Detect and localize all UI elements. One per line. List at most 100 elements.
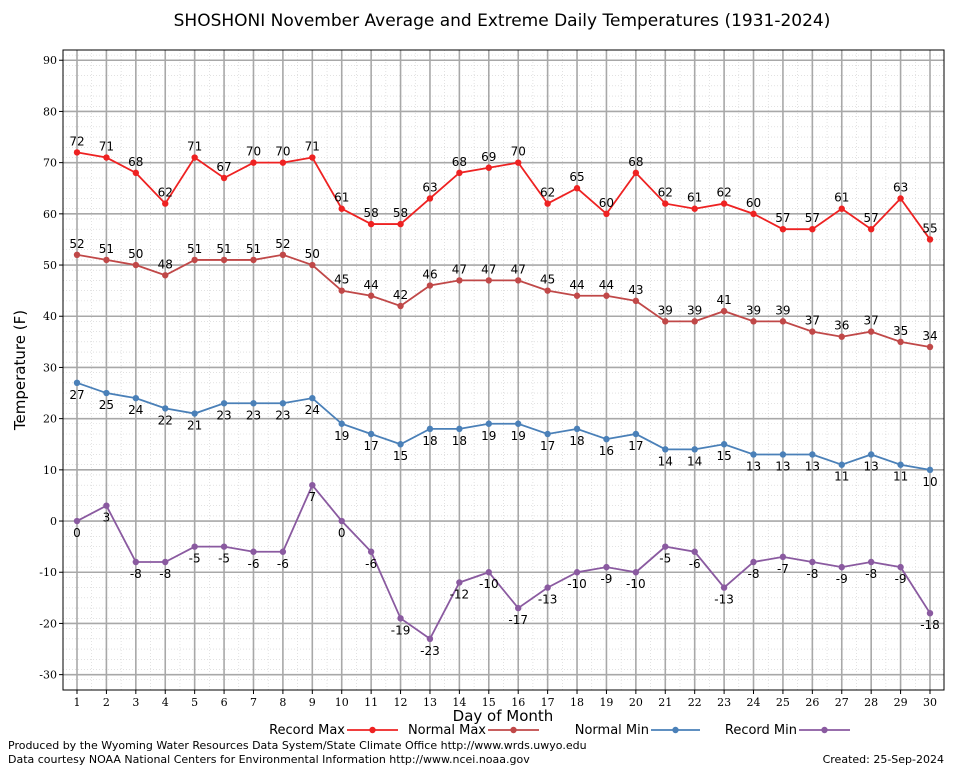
y-tick-label: 80 [43, 105, 57, 118]
record-min-data-label: -7 [777, 562, 789, 576]
x-tick-label: 2 [103, 696, 110, 709]
x-tick-label: 1 [74, 696, 81, 709]
record-max-point [867, 226, 875, 233]
normal-max-point [309, 261, 316, 269]
normal-min-point [397, 441, 404, 448]
normal-max-data-label: 44 [363, 278, 378, 292]
normal-min-point [367, 430, 375, 438]
record-max-data-label: 67 [216, 160, 231, 174]
x-axis-label: Day of Month [453, 707, 554, 725]
major-gridlines [63, 50, 944, 690]
x-tick-label: 17 [541, 696, 555, 709]
normal-max-data-label: 39 [687, 303, 702, 317]
record-min-data-label: 3 [103, 511, 111, 525]
normal-max-data-label: 50 [305, 247, 320, 261]
normal-max-data-label: 52 [275, 237, 290, 251]
record-min-data-label: 0 [338, 526, 346, 540]
x-tick-label: 28 [864, 696, 878, 709]
x-tick-label: 14 [452, 696, 466, 709]
normal-max-data-label: 42 [393, 288, 408, 302]
record-max-line [76, 151, 931, 240]
record-max-data-label: 57 [775, 211, 790, 225]
normal-max-data-label: 39 [775, 303, 790, 317]
record-max-point [456, 169, 463, 177]
record-max-point [250, 159, 257, 166]
record-max-data-label: 61 [334, 191, 349, 205]
record-max-data-label: 62 [540, 186, 555, 200]
normal-min-point [779, 451, 787, 458]
series-normal-max: 52 51 50 48 51 51 51 52 50 45 44 42 46 47 47 47 45 44 44 43… [69, 237, 938, 351]
record-max-point [838, 205, 845, 212]
normal-min-point [838, 461, 845, 468]
x-tick-label: 24 [747, 696, 761, 709]
legend-label: Normal Min [575, 723, 649, 738]
record-min-point [162, 558, 169, 566]
record-max-data-label: 65 [569, 170, 584, 184]
normal-min-data-label: 14 [658, 454, 673, 468]
normal-max-point [897, 338, 904, 346]
record-max-point [926, 236, 934, 243]
normal-min-point [926, 466, 934, 474]
normal-min-data-label: 18 [569, 434, 584, 448]
normal-max-data-label: 46 [422, 268, 437, 282]
record-min-point [309, 482, 316, 489]
normal-min-point [456, 425, 463, 433]
normal-min-data-label: 17 [540, 439, 555, 453]
x-tick-label: 10 [335, 696, 349, 709]
y-tick-label: 90 [43, 54, 57, 67]
x-tick-label: 30 [923, 696, 937, 709]
record-min-point [867, 558, 875, 566]
x-tick-label: 12 [394, 696, 408, 709]
record-min-point [632, 569, 640, 576]
record-max-data-label: 58 [363, 206, 378, 220]
y-tick-label: 10 [43, 464, 57, 477]
normal-min-data-label: 13 [775, 459, 790, 473]
record-max-point [662, 200, 669, 207]
normal-max-data-label: 41 [716, 293, 731, 307]
record-max-data-label: 57 [864, 211, 879, 225]
normal-max-data-label: 52 [69, 237, 84, 251]
legend: Record Max Normal Max Normal Min Record Min [269, 723, 850, 738]
record-max-data-label: 60 [746, 196, 761, 210]
normal-min-point [632, 430, 640, 438]
normal-min-data-label: 13 [864, 459, 879, 473]
normal-min-data-label: 27 [69, 388, 84, 402]
x-tick-label: 13 [423, 696, 437, 709]
normal-max-data-label: 39 [658, 303, 673, 317]
record-min-data-label: -8 [865, 567, 877, 581]
normal-min-point [132, 394, 140, 402]
record-min-point [456, 579, 463, 586]
y-tick-label: -10 [39, 566, 57, 579]
record-min-point [132, 558, 140, 566]
y-tick-label: 60 [43, 208, 57, 221]
record-max-data-label: 55 [922, 221, 937, 235]
record-max-point [485, 164, 492, 171]
record-min-point [426, 635, 434, 642]
normal-min-point [515, 420, 522, 427]
normal-max-point [397, 302, 404, 310]
normal-max-data-label: 44 [569, 278, 584, 292]
normal-max-data-label: 36 [834, 319, 849, 333]
normal-min-data-label: 22 [158, 413, 173, 427]
record-min-data-label: -9 [836, 572, 848, 586]
record-min-point [191, 543, 198, 550]
record-max-data-label: 63 [422, 180, 437, 194]
record-max-point [73, 149, 81, 156]
record-min-data-label: -13 [538, 593, 558, 607]
record-min-data-label: -19 [391, 623, 411, 637]
normal-max-point [691, 318, 698, 325]
record-min-data-label: -6 [365, 557, 377, 571]
x-tick-label: 6 [221, 696, 228, 709]
record-min-point [338, 517, 345, 525]
record-max-data-label: 62 [658, 186, 673, 200]
record-max-data-label: 57 [805, 211, 820, 225]
record-min-data-label: -6 [689, 557, 701, 571]
normal-max-data-label: 45 [540, 273, 555, 287]
normal-min-data-label: 24 [128, 403, 143, 417]
record-min-point [367, 548, 375, 555]
record-min-data-label: -9 [895, 572, 907, 586]
record-min-data-label: -5 [189, 552, 201, 566]
normal-max-point [485, 277, 492, 284]
y-axis-label: Temperature (F) [11, 310, 29, 431]
